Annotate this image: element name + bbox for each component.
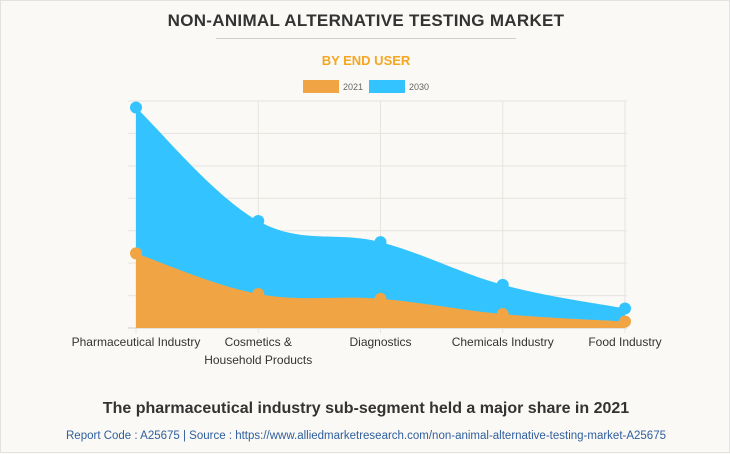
- x-tick-label: Pharmaceutical Industry: [72, 335, 201, 349]
- data-point-2030[interactable]: [619, 302, 631, 315]
- x-tick-label: Diagnostics: [349, 335, 411, 349]
- x-tick-label: Chemicals Industry: [452, 335, 554, 349]
- legend-item-2021[interactable]: 2021: [302, 80, 363, 93]
- legend-swatch-2021: [302, 80, 339, 93]
- x-axis-labels: Pharmaceutical Industry Cosmetics & Househ…: [72, 335, 662, 367]
- data-point-2021[interactable]: [619, 315, 631, 328]
- legend: 2021 2030: [1, 80, 730, 93]
- chart-subtitle: BY END USER: [321, 53, 411, 68]
- footer-headline: The pharmaceutical industry sub-segment …: [102, 400, 630, 417]
- data-point-2030[interactable]: [130, 101, 142, 114]
- data-point-2021[interactable]: [496, 308, 509, 321]
- area-series-2021: [136, 253, 625, 328]
- footer-source: Report Code : A25675 | Source : https://…: [66, 430, 666, 442]
- x-tick-label: Cosmetics & Household Products: [204, 335, 312, 367]
- x-tick-label: Food Industry: [588, 335, 661, 349]
- points: [130, 101, 631, 328]
- areas: [136, 107, 625, 328]
- data-point-2021[interactable]: [374, 292, 387, 305]
- data-point-2030[interactable]: [374, 236, 387, 249]
- legend-swatch-2030: [369, 80, 405, 93]
- chart-title: NON-ANIMAL ALTERNATIVE TESTING MARKET: [167, 11, 565, 30]
- data-point-2021[interactable]: [130, 247, 142, 260]
- legend-label-2030: 2030: [409, 81, 430, 92]
- title-divider: [216, 38, 516, 39]
- data-point-2021[interactable]: [252, 287, 265, 300]
- data-point-2030[interactable]: [252, 214, 265, 227]
- data-point-2030[interactable]: [496, 278, 509, 291]
- legend-item-2030[interactable]: 2030: [369, 80, 429, 93]
- area-series-2030: [136, 107, 625, 328]
- legend-label-2021: 2021: [342, 81, 363, 92]
